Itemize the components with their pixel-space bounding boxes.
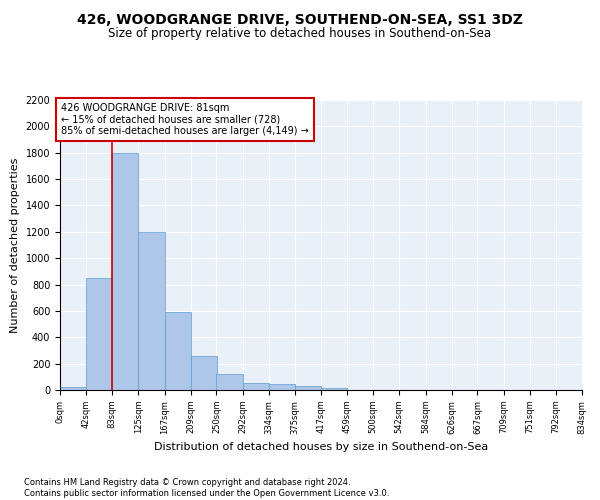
Bar	[138, 232, 164, 390]
Text: 426 WOODGRANGE DRIVE: 81sqm
← 15% of detached houses are smaller (728)
85% of se: 426 WOODGRANGE DRIVE: 81sqm ← 15% of det…	[61, 103, 309, 136]
Text: Distribution of detached houses by size in Southend-on-Sea: Distribution of detached houses by size …	[154, 442, 488, 452]
Text: 426, WOODGRANGE DRIVE, SOUTHEND-ON-SEA, SS1 3DZ: 426, WOODGRANGE DRIVE, SOUTHEND-ON-SEA, …	[77, 12, 523, 26]
Bar	[243, 384, 269, 390]
Bar	[269, 384, 295, 390]
Bar	[217, 374, 243, 390]
Text: Contains HM Land Registry data © Crown copyright and database right 2024.
Contai: Contains HM Land Registry data © Crown c…	[24, 478, 389, 498]
Bar	[86, 278, 113, 390]
Text: Size of property relative to detached houses in Southend-on-Sea: Size of property relative to detached ho…	[109, 28, 491, 40]
Bar	[60, 386, 86, 390]
Bar	[164, 312, 191, 390]
Bar	[112, 152, 138, 390]
Bar	[295, 386, 321, 390]
Y-axis label: Number of detached properties: Number of detached properties	[10, 158, 20, 332]
Bar	[191, 356, 217, 390]
Bar	[321, 388, 347, 390]
